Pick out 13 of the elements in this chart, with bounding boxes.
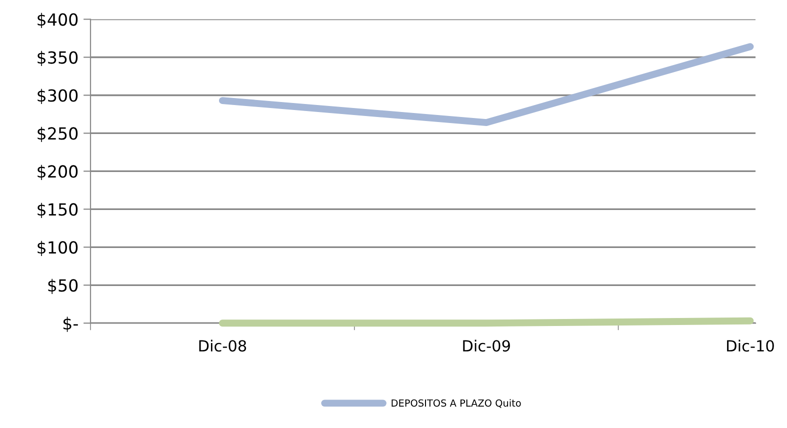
y-tick-label: $50 — [48, 278, 78, 294]
y-tick-label: $350 — [38, 50, 78, 66]
y-tick-label: $100 — [38, 240, 78, 256]
x-tick-label: Dic-08 — [199, 340, 246, 352]
y-tick-label: $- — [63, 316, 78, 332]
y-tick-label: $400 — [38, 12, 78, 28]
x-tick-label: Dic-09 — [463, 340, 510, 352]
y-tick-label: $200 — [38, 164, 78, 180]
y-tick-label: $250 — [38, 126, 78, 142]
text: DEPOSITOS A PLAZO Quito — [392, 399, 521, 408]
y-tick-label: $150 — [38, 202, 78, 218]
x-tick-label: Dic-10 — [727, 340, 774, 352]
y-tick-label: $300 — [38, 88, 78, 104]
